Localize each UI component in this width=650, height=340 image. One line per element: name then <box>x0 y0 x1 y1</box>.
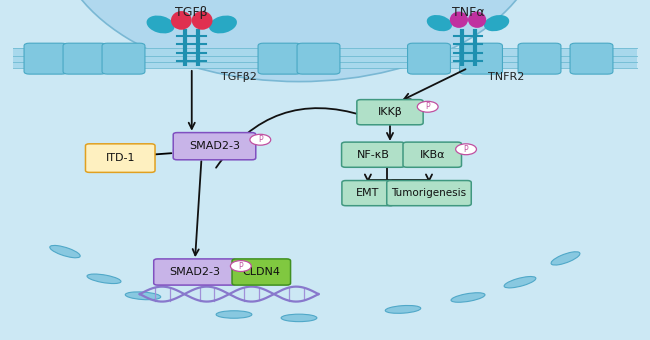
Ellipse shape <box>209 16 237 33</box>
FancyBboxPatch shape <box>86 144 155 172</box>
FancyBboxPatch shape <box>403 142 462 167</box>
Ellipse shape <box>216 311 252 318</box>
Ellipse shape <box>146 16 175 33</box>
FancyBboxPatch shape <box>232 259 291 285</box>
Text: NF-κB: NF-κB <box>357 150 389 160</box>
Circle shape <box>230 261 251 271</box>
Text: TNFα: TNFα <box>452 6 484 19</box>
FancyBboxPatch shape <box>342 142 404 167</box>
Text: P: P <box>463 145 469 154</box>
Text: CLDN4: CLDN4 <box>242 267 280 277</box>
Text: TGFβ: TGFβ <box>176 6 208 19</box>
Ellipse shape <box>427 15 452 31</box>
Ellipse shape <box>484 15 509 31</box>
FancyBboxPatch shape <box>173 133 256 160</box>
Text: P: P <box>425 102 430 111</box>
FancyBboxPatch shape <box>297 43 340 74</box>
Text: TGFβ2: TGFβ2 <box>221 71 257 82</box>
Bar <box>13 48 637 68</box>
Ellipse shape <box>125 292 161 300</box>
Circle shape <box>417 101 438 112</box>
Text: IKKβ: IKKβ <box>378 107 402 117</box>
FancyBboxPatch shape <box>342 181 394 206</box>
Ellipse shape <box>192 11 213 30</box>
Ellipse shape <box>50 245 80 258</box>
FancyBboxPatch shape <box>387 181 471 206</box>
Ellipse shape <box>55 0 543 82</box>
Text: ITD-1: ITD-1 <box>105 153 135 163</box>
Text: Tumorigenesis: Tumorigenesis <box>391 188 467 198</box>
Text: EMT: EMT <box>356 188 380 198</box>
FancyBboxPatch shape <box>63 43 106 74</box>
Ellipse shape <box>451 293 485 302</box>
Ellipse shape <box>468 12 486 28</box>
Ellipse shape <box>504 276 536 288</box>
Text: P: P <box>258 135 263 144</box>
Text: P: P <box>239 261 243 271</box>
Text: SMAD2-3: SMAD2-3 <box>189 141 240 151</box>
Ellipse shape <box>87 274 121 284</box>
Ellipse shape <box>551 252 580 265</box>
FancyBboxPatch shape <box>570 43 613 74</box>
FancyBboxPatch shape <box>258 43 301 74</box>
Ellipse shape <box>281 314 317 322</box>
FancyBboxPatch shape <box>153 259 237 285</box>
FancyBboxPatch shape <box>518 43 561 74</box>
Ellipse shape <box>385 305 421 313</box>
Ellipse shape <box>171 11 192 30</box>
Circle shape <box>250 134 270 145</box>
FancyBboxPatch shape <box>460 43 502 74</box>
Text: SMAD2-3: SMAD2-3 <box>170 267 220 277</box>
Text: TNFR2: TNFR2 <box>488 71 524 82</box>
Circle shape <box>456 144 476 155</box>
FancyBboxPatch shape <box>24 43 67 74</box>
FancyBboxPatch shape <box>102 43 145 74</box>
Text: IKBα: IKBα <box>419 150 445 160</box>
FancyBboxPatch shape <box>408 43 450 74</box>
FancyBboxPatch shape <box>357 100 423 125</box>
Ellipse shape <box>450 12 468 28</box>
